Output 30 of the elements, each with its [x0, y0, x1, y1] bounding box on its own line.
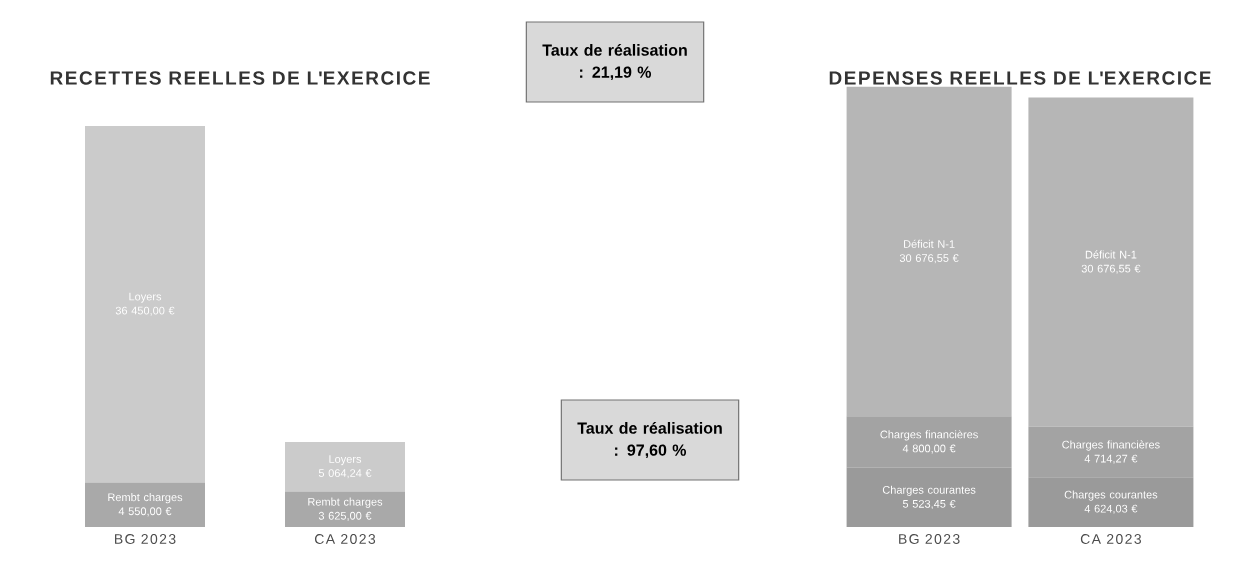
bar	[85, 126, 205, 483]
bar	[846, 86, 1012, 417]
bar	[1028, 97, 1194, 427]
x-tick-label: CA 2023	[1080, 534, 1141, 544]
bar	[85, 482, 205, 527]
data-label: 3 625,00 €	[318, 511, 372, 521]
data-label: 4 800,00 €	[902, 444, 956, 454]
bar	[285, 491, 405, 527]
bar	[285, 442, 405, 492]
data-label: 4 550,00 €	[118, 507, 172, 517]
x-tick-label: CA 2023	[314, 534, 376, 544]
data-label: 4 714,27 €	[1084, 454, 1138, 464]
text: Déficit N-1	[1085, 250, 1137, 259]
data-label: 4 624,03 €	[1084, 504, 1138, 514]
x-tick-label: BG 2023	[115, 534, 176, 544]
series-label: Rembt charges	[308, 497, 383, 508]
series-label: Charges financières	[1062, 440, 1160, 451]
data-label: 30 676,55 €	[899, 254, 959, 264]
text: Charges financières	[880, 430, 978, 441]
text: Charges courantes	[882, 485, 976, 496]
chart-title: RECETTES REELLES DE L'EXERCICE	[50, 71, 430, 85]
data-label: 30 676,55 €	[1081, 264, 1141, 274]
series-label: Charges courantes	[1064, 490, 1158, 501]
data-label: 5 523,45 €	[902, 499, 956, 510]
text: Taux de réalisation : 97,60 %	[577, 421, 722, 459]
series-label: Déficit N-1	[904, 239, 955, 248]
x-tick-label: BG 2023	[899, 534, 960, 544]
text: Rembt charges	[108, 493, 183, 504]
chart-title: DEPENSES REELLES DE L'EXERCICE	[829, 71, 1211, 85]
text: Taux de réalisation : 21,19 %	[542, 43, 687, 81]
